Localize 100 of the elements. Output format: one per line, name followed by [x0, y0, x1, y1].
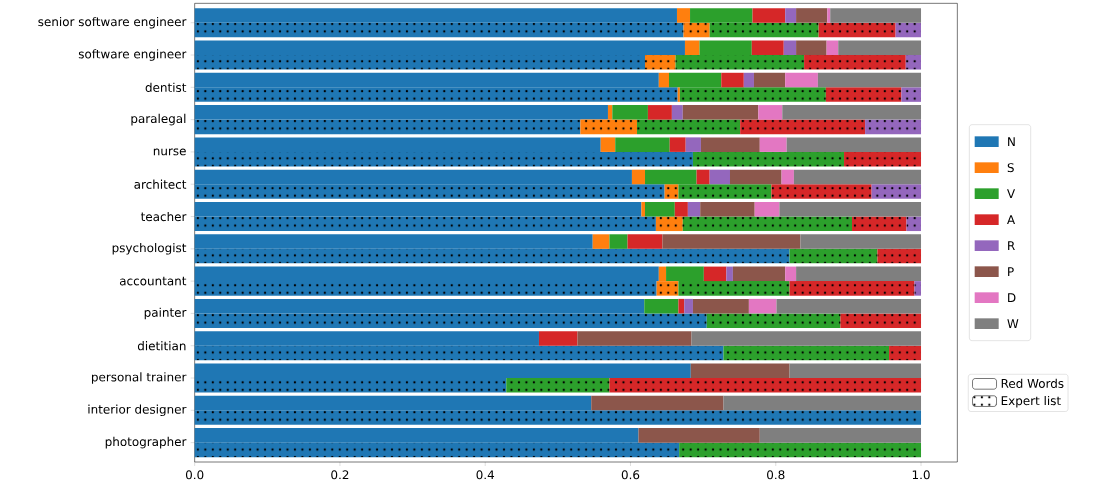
bar	[631, 169, 646, 185]
legend-label: V	[1007, 189, 1016, 199]
bar	[668, 72, 722, 88]
bar	[703, 266, 727, 282]
bar	[776, 298, 922, 314]
bar	[641, 201, 646, 217]
y-tick-label: personal trainer	[91, 372, 187, 384]
bar	[194, 72, 659, 88]
bar	[785, 266, 797, 282]
bar	[194, 363, 691, 379]
bar	[796, 266, 922, 282]
bar	[789, 363, 922, 379]
y-tick-label: senior software engineer	[38, 16, 187, 29]
bar	[194, 234, 593, 249]
bar	[678, 298, 685, 314]
bar	[666, 266, 704, 282]
y-tick-label: dentist	[145, 82, 187, 92]
bar	[692, 298, 749, 314]
bar	[615, 137, 670, 152]
bar	[751, 40, 784, 56]
bar	[729, 169, 782, 185]
bar	[826, 40, 839, 56]
bar	[674, 201, 688, 217]
bar	[612, 105, 648, 120]
bar	[194, 105, 608, 120]
legend-label: A	[1007, 215, 1016, 225]
bar	[609, 234, 628, 249]
bar	[684, 298, 693, 314]
bar	[759, 428, 922, 443]
legend-label: D	[1008, 293, 1016, 303]
bar	[676, 8, 691, 23]
bar	[796, 40, 827, 56]
bar	[793, 169, 922, 185]
bar	[786, 137, 922, 152]
x-tick-label: 0.0	[185, 470, 204, 480]
bar	[796, 8, 828, 23]
bar	[600, 137, 616, 152]
bar	[194, 395, 592, 411]
bar	[743, 72, 754, 88]
bar	[662, 234, 801, 249]
bar	[838, 40, 922, 56]
bar	[194, 298, 645, 314]
y-tick-label: interior designer	[88, 404, 187, 417]
bar	[194, 331, 539, 346]
bar	[685, 137, 701, 152]
bar	[607, 105, 613, 120]
bar	[691, 331, 922, 346]
bar	[753, 72, 786, 88]
bar	[817, 72, 922, 88]
y-tick-label: teacher	[140, 211, 187, 222]
bar	[785, 8, 797, 23]
y-tick-label: architect	[134, 179, 187, 189]
bar	[752, 8, 786, 23]
bar	[690, 363, 790, 379]
bar	[671, 105, 683, 120]
bar	[726, 266, 733, 282]
bar	[785, 72, 818, 88]
bar	[194, 169, 632, 185]
bar	[732, 266, 786, 282]
text: Red Words	[1001, 378, 1064, 388]
bar	[684, 40, 700, 56]
bar	[687, 201, 701, 217]
bar	[627, 234, 663, 249]
bar	[194, 266, 659, 282]
bar	[781, 169, 794, 185]
legend-label: N	[1008, 137, 1015, 147]
y-tick-label: painter	[144, 307, 187, 320]
legend-label: P	[1008, 267, 1014, 277]
bar	[577, 331, 692, 346]
bar	[723, 395, 922, 411]
x-tick-label: 0.2	[331, 470, 349, 480]
bar	[696, 169, 710, 185]
bar	[782, 105, 922, 120]
bar	[779, 201, 922, 217]
bar	[644, 298, 679, 314]
y-tick-label: photographer	[105, 436, 187, 449]
x-tick-label: 0.6	[621, 470, 640, 480]
y-tick-label: psychologist	[112, 243, 187, 255]
bar	[538, 331, 578, 346]
bar	[690, 8, 753, 23]
bar	[682, 105, 759, 120]
y-tick-label: accountant	[119, 276, 187, 286]
bar	[592, 234, 610, 249]
bar	[759, 137, 787, 152]
bar	[827, 8, 831, 23]
legend-label: W	[1007, 319, 1019, 329]
bar	[783, 40, 797, 56]
bar	[700, 137, 760, 152]
x-tick-label: 1.0	[912, 470, 930, 480]
bar	[754, 201, 780, 217]
text: Expert list	[1001, 395, 1061, 408]
bar	[830, 8, 922, 23]
y-tick-label: dietitian	[137, 341, 186, 351]
bar	[658, 266, 667, 282]
bar	[758, 105, 783, 120]
bar	[647, 105, 672, 120]
bar	[645, 201, 675, 217]
bar	[669, 137, 686, 152]
bar	[645, 169, 697, 185]
bar	[800, 234, 922, 249]
